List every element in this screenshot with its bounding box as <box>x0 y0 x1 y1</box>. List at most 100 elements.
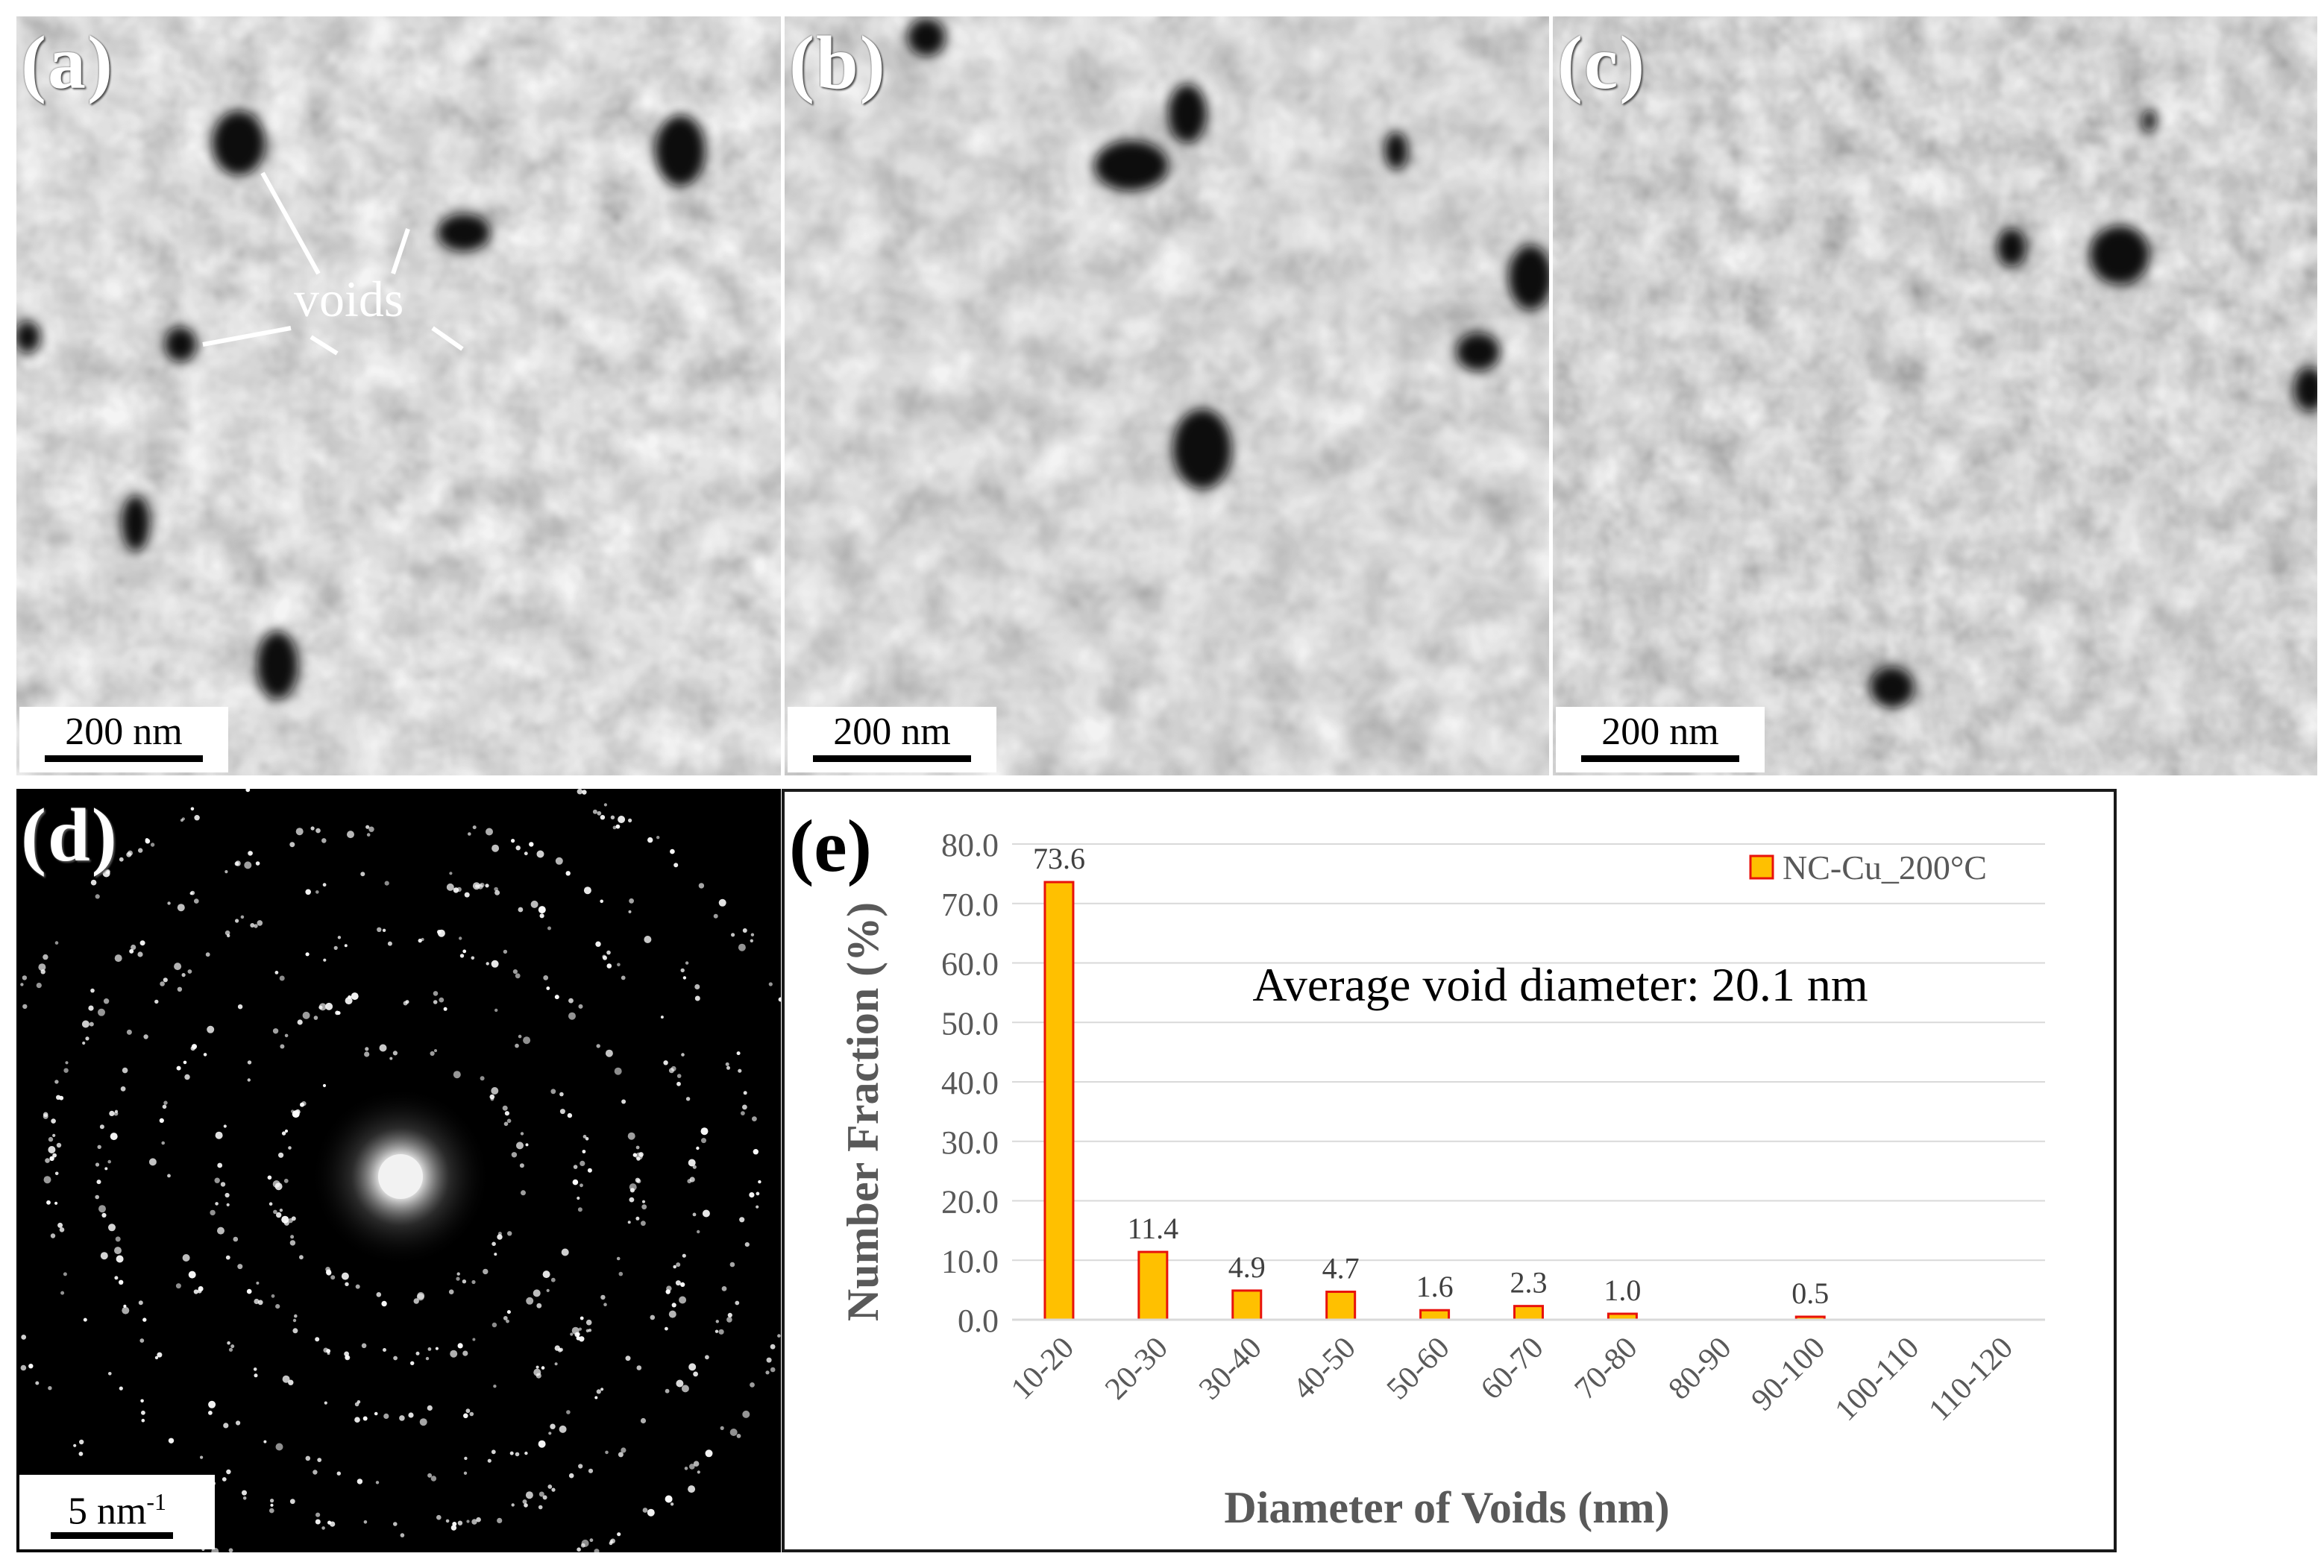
diffraction-spot <box>389 1057 393 1060</box>
diffraction-spot <box>375 1481 380 1484</box>
diffraction-spot <box>315 1337 320 1342</box>
diffraction-spot <box>676 1081 681 1086</box>
diffraction-spot <box>247 1078 251 1082</box>
diffraction-spot <box>548 1432 552 1435</box>
diffraction-spot <box>46 1200 51 1205</box>
x-tick-label: 80-90 <box>1662 1331 1739 1407</box>
bar-value-label: 0.5 <box>1791 1276 1829 1310</box>
diffraction-spot <box>288 1146 292 1150</box>
diffraction-spot <box>524 1503 528 1508</box>
diffraction-spot <box>379 1044 387 1052</box>
y-tick-labels: 0.0 10.0 20.0 30.0 40.0 50.0 60.0 70.0 80.0 <box>941 827 999 1339</box>
diffraction-spot <box>126 851 132 857</box>
y-tick-label: 70.0 <box>941 887 999 923</box>
diffraction-spot <box>635 1152 643 1160</box>
scale-bar-d: 5 nm-1 <box>19 1475 215 1549</box>
scale-bar-a: 200 nm <box>19 707 228 772</box>
diffraction-spot <box>694 984 700 989</box>
diffraction-spot <box>116 1255 124 1263</box>
diffraction-spot <box>276 1212 282 1218</box>
diffraction-spot <box>226 1203 230 1206</box>
diffraction-spot <box>345 1282 349 1286</box>
diffraction-spot <box>90 879 97 886</box>
diffraction-spot <box>439 997 445 1003</box>
diffraction-spot <box>263 1440 267 1443</box>
diffraction-spot <box>512 969 518 975</box>
tem-micrograph-a <box>16 16 781 775</box>
average-diameter-annotation: Average void diameter: 20.1 nm <box>1252 958 1868 1011</box>
diffraction-spot <box>126 1029 132 1035</box>
diffraction-spot <box>122 1067 128 1074</box>
diffraction-spot <box>273 1209 277 1215</box>
diffraction-spot <box>237 1004 243 1010</box>
legend-label: NC-Cu_200°C <box>1783 848 1987 887</box>
diffraction-spot <box>283 1220 289 1226</box>
diffraction-spot <box>585 1319 592 1326</box>
diffraction-spot <box>490 1097 494 1101</box>
diffraction-spot <box>120 1086 126 1092</box>
diffraction-spot <box>336 1471 341 1476</box>
diffraction-spot <box>494 1253 497 1256</box>
diffraction-spot <box>54 1080 59 1084</box>
diffraction-spot <box>419 1418 427 1426</box>
diffraction-spot <box>506 1319 509 1323</box>
diffraction-spot <box>618 816 626 823</box>
diffraction-spot <box>471 1519 477 1525</box>
bar-20-30 <box>1137 1250 1169 1321</box>
diffraction-spot <box>315 890 319 894</box>
diffraction-spot <box>516 1142 524 1150</box>
diffraction-spot <box>324 1401 327 1405</box>
diffraction-spot <box>551 1487 556 1492</box>
diffraction-spot <box>491 960 499 968</box>
diffraction-spot <box>573 1165 578 1169</box>
diffraction-spot <box>224 1192 230 1198</box>
diffraction-spot <box>95 1194 99 1200</box>
panel-label-e: (e) <box>789 805 872 887</box>
diffraction-spot <box>48 1386 52 1391</box>
diffraction-spot <box>511 1152 518 1158</box>
diffraction-spot <box>38 963 46 972</box>
diffraction-spot <box>257 920 263 926</box>
diffraction-spot <box>696 1146 700 1150</box>
diffraction-spot <box>291 1216 296 1221</box>
diffraction-spot <box>157 1352 163 1358</box>
diffraction-spot <box>141 1418 145 1423</box>
diffraction-spot <box>368 826 374 832</box>
diffraction-spot <box>742 1410 750 1418</box>
diffraction-spot <box>614 1067 622 1075</box>
diffraction-spot <box>456 1276 460 1281</box>
diffraction-spot <box>138 1300 143 1306</box>
y-tick-label: 20.0 <box>941 1184 999 1221</box>
diffraction-spot <box>682 976 687 980</box>
diffraction-spot <box>600 815 606 820</box>
diffraction-spot <box>538 1505 543 1510</box>
diffraction-spot <box>629 1197 635 1203</box>
diffraction-spot <box>197 1288 202 1294</box>
bar-40-50 <box>1325 1291 1357 1321</box>
diffraction-spot <box>457 1343 463 1349</box>
diffraction-spot <box>159 1118 164 1123</box>
diffraction-spot <box>430 1051 435 1057</box>
diffraction-spot <box>647 837 653 843</box>
diffraction-spot <box>222 1477 227 1482</box>
diffraction-spot <box>625 1356 631 1361</box>
diffraction-spot <box>63 1068 69 1073</box>
diffraction-spot <box>208 1400 216 1408</box>
diffraction-spot <box>491 1449 496 1455</box>
diffraction-spot <box>594 1396 598 1399</box>
diffraction-spot <box>676 1074 682 1078</box>
x-tick-label: 90-100 <box>1745 1331 1832 1418</box>
diffraction-spot <box>242 1496 247 1500</box>
scale-bar-c: 200 nm <box>1556 707 1765 772</box>
diffraction-spot <box>524 1451 528 1455</box>
panel-label-d: (d) <box>21 793 119 878</box>
diffraction-spot <box>520 1132 524 1136</box>
y-tick-label: 60.0 <box>941 946 999 983</box>
diffraction-spot <box>523 1036 531 1045</box>
diffraction-spot <box>688 1485 696 1493</box>
diffraction-spot <box>330 1275 336 1280</box>
diffraction-spot <box>119 857 124 862</box>
diffraction-spot <box>612 825 617 830</box>
diffraction-spot <box>547 926 551 931</box>
diffraction-spot <box>502 1105 508 1111</box>
